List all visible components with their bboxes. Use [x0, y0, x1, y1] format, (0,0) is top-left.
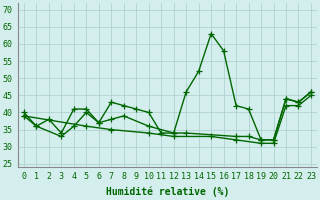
X-axis label: Humidité relative (%): Humidité relative (%) [106, 187, 229, 197]
